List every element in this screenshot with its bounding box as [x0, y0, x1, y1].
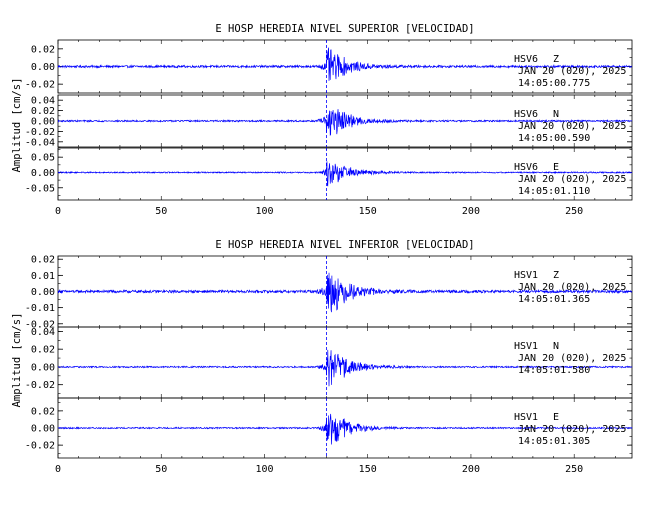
y-tick-label: 0.00 — [31, 117, 55, 128]
time-label: 14:05:01.580 — [518, 365, 590, 376]
x-tick-label: 100 — [255, 206, 273, 217]
date-label: JAN 20 (020), 2025 — [518, 424, 626, 435]
time-label: 14:05:00.590 — [518, 133, 590, 144]
station-label: HSV1 — [514, 270, 538, 281]
y-tick-label: 0.02 — [31, 406, 55, 417]
date-label: JAN 20 (020), 2025 — [518, 174, 626, 185]
y-tick-label: 0.02 — [31, 106, 55, 117]
waveform-trace — [57, 47, 633, 81]
y-tick-label: 0.02 — [31, 255, 55, 266]
y-tick-label: 0.04 — [31, 96, 55, 107]
waveform-trace — [57, 413, 633, 445]
y-tick-label: -0.02 — [25, 127, 55, 138]
date-label: JAN 20 (020), 2025 — [518, 66, 626, 77]
date-label: JAN 20 (020), 2025 — [518, 121, 626, 132]
y-tick-label: -0.02 — [25, 380, 55, 391]
component-label: E — [553, 162, 559, 173]
component-label: N — [553, 341, 559, 352]
waveform-trace — [57, 161, 633, 187]
y-tick-label: 0.00 — [31, 62, 55, 73]
x-tick-label: 0 — [55, 464, 61, 475]
x-tick-label: 150 — [359, 206, 377, 217]
y-tick-label: 0.04 — [31, 327, 55, 338]
component-label: N — [553, 109, 559, 120]
waveform-trace — [57, 109, 633, 137]
date-label: JAN 20 (020), 2025 — [518, 282, 626, 293]
y-tick-label: -0.01 — [25, 303, 55, 314]
time-label: 14:05:00.775 — [518, 78, 590, 89]
y-tick-label: 0.05 — [31, 153, 55, 164]
y-axis-label: Amplitud [cm/s] — [11, 78, 23, 173]
y-tick-label: 0.00 — [31, 424, 55, 435]
x-tick-label: 50 — [155, 206, 167, 217]
y-tick-label: 0.00 — [31, 168, 55, 179]
station-label: HSV1 — [514, 412, 538, 423]
date-label: JAN 20 (020), 2025 — [518, 353, 626, 364]
y-tick-label: 0.01 — [31, 271, 55, 282]
x-axis: 0 50 100 150 200 250 — [55, 464, 583, 475]
x-tick-label: 200 — [462, 464, 480, 475]
figure-nivel-superior: E HOSP HEREDIA NIVEL SUPERIOR [VELOCIDAD… — [11, 23, 633, 217]
y-axis-label: Amplitud [cm/s] — [11, 313, 23, 408]
y-tick-label: -0.02 — [25, 319, 55, 330]
y-tick-label: -0.05 — [25, 183, 55, 194]
figure-nivel-inferior: E HOSP HEREDIA NIVEL INFERIOR [VELOCIDAD… — [11, 239, 633, 475]
x-tick-label: 150 — [359, 464, 377, 475]
waveform-trace — [57, 349, 633, 387]
component-label: E — [553, 412, 559, 423]
station-label: HSV6 — [514, 162, 538, 173]
station-label: HSV6 — [514, 54, 538, 65]
x-axis: 0 50 100 150 200 250 — [55, 206, 583, 217]
chart-title: E HOSP HEREDIA NIVEL SUPERIOR [VELOCIDAD… — [215, 23, 474, 35]
chart-title: E HOSP HEREDIA NIVEL INFERIOR [VELOCIDAD… — [215, 239, 474, 251]
x-tick-label: 250 — [565, 206, 583, 217]
time-label: 14:05:01.365 — [518, 294, 590, 305]
component-label: Z — [553, 54, 559, 65]
y-tick-label: -0.02 — [25, 80, 55, 91]
component-label: Z — [553, 270, 559, 281]
y-tick-label: 0.00 — [31, 287, 55, 298]
y-tick-label: 0.00 — [31, 362, 55, 373]
station-label: HSV6 — [514, 109, 538, 120]
x-tick-label: 200 — [462, 206, 480, 217]
station-label: HSV1 — [514, 341, 538, 352]
y-tick-label: -0.02 — [25, 441, 55, 452]
x-tick-label: 50 — [155, 464, 167, 475]
time-label: 14:05:01.305 — [518, 436, 590, 447]
y-tick-label: -0.04 — [25, 137, 55, 148]
x-tick-label: 100 — [255, 464, 273, 475]
waveform-trace — [57, 272, 633, 313]
y-tick-label: 0.02 — [31, 44, 55, 55]
x-tick-label: 250 — [565, 464, 583, 475]
time-label: 14:05:01.110 — [518, 186, 590, 197]
panel-frame — [57, 147, 633, 201]
y-tick-label: 0.02 — [31, 345, 55, 356]
x-tick-label: 0 — [55, 206, 61, 217]
